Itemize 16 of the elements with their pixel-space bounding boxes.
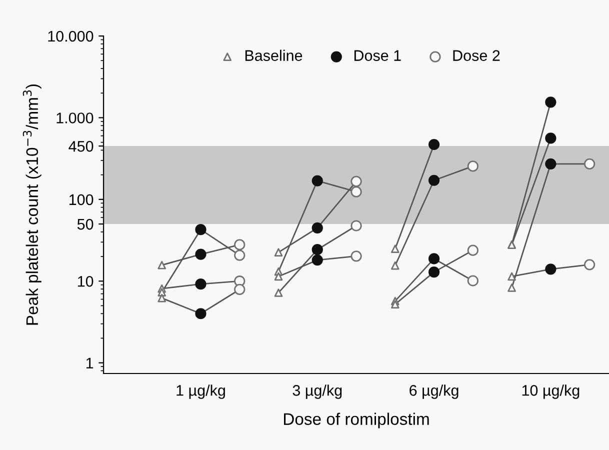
y-tick-label: 450 — [68, 140, 94, 152]
y-axis-title: Peak platelet count (x10$^{−3}$/mm$^{3}$) — [22, 84, 42, 325]
legend-label: Baseline — [245, 50, 302, 61]
legend-label: Dose 2 — [453, 50, 500, 61]
x-tick-label: 3 µg/kg — [292, 384, 342, 399]
x-tick-label: 1 µg/kg — [176, 384, 225, 399]
x-axis-title: Dose of romiplostim — [284, 412, 429, 428]
y-tick-label: 10 — [78, 276, 94, 287]
y-tick-label: 100 — [69, 194, 94, 206]
x-tick-label: 6 µg/kg — [410, 384, 458, 399]
x-tick-label: 10 µg/kg — [522, 384, 580, 399]
y-tick-label: 1.000 — [56, 112, 94, 124]
y-tick-label: 10.000 — [48, 30, 94, 42]
legend-label: Dose 1 — [354, 50, 401, 61]
y-tick-label: 1 — [86, 358, 94, 368]
y-tick-label: 50 — [77, 218, 94, 230]
